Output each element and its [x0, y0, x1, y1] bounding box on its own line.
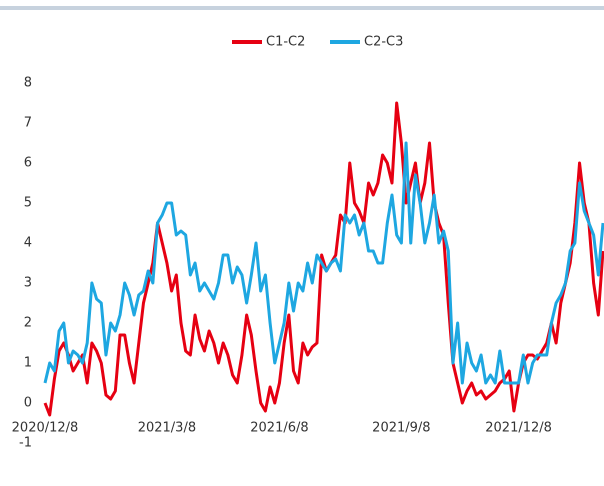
series-line: [43, 101, 604, 417]
y-tick-label: 3: [24, 276, 32, 291]
top-band: [0, 6, 604, 10]
y-tick-label: 7: [24, 116, 32, 131]
x-tick-label: 2021/6/8: [250, 421, 308, 436]
y-tick-label: -1: [19, 436, 32, 451]
y-tick-label: 5: [24, 196, 32, 211]
y-tick-label: 1: [24, 356, 32, 371]
y-tick-label: 0: [24, 396, 32, 411]
series-line: [43, 141, 604, 385]
x-tick-label: 2020/12/8: [12, 421, 79, 436]
x-tick-label: 2021/3/8: [138, 421, 196, 436]
y-tick-label: 4: [24, 236, 32, 251]
legend-label: C1-C2: [266, 35, 305, 50]
x-tick-label: 2021/12/8: [485, 421, 552, 436]
y-tick-label: 8: [24, 76, 32, 91]
x-tick-label: 2021/9/8: [372, 421, 430, 436]
y-tick-label: 6: [24, 156, 32, 171]
legend-label: C2-C3: [364, 35, 403, 50]
y-tick-label: 2: [24, 316, 32, 331]
